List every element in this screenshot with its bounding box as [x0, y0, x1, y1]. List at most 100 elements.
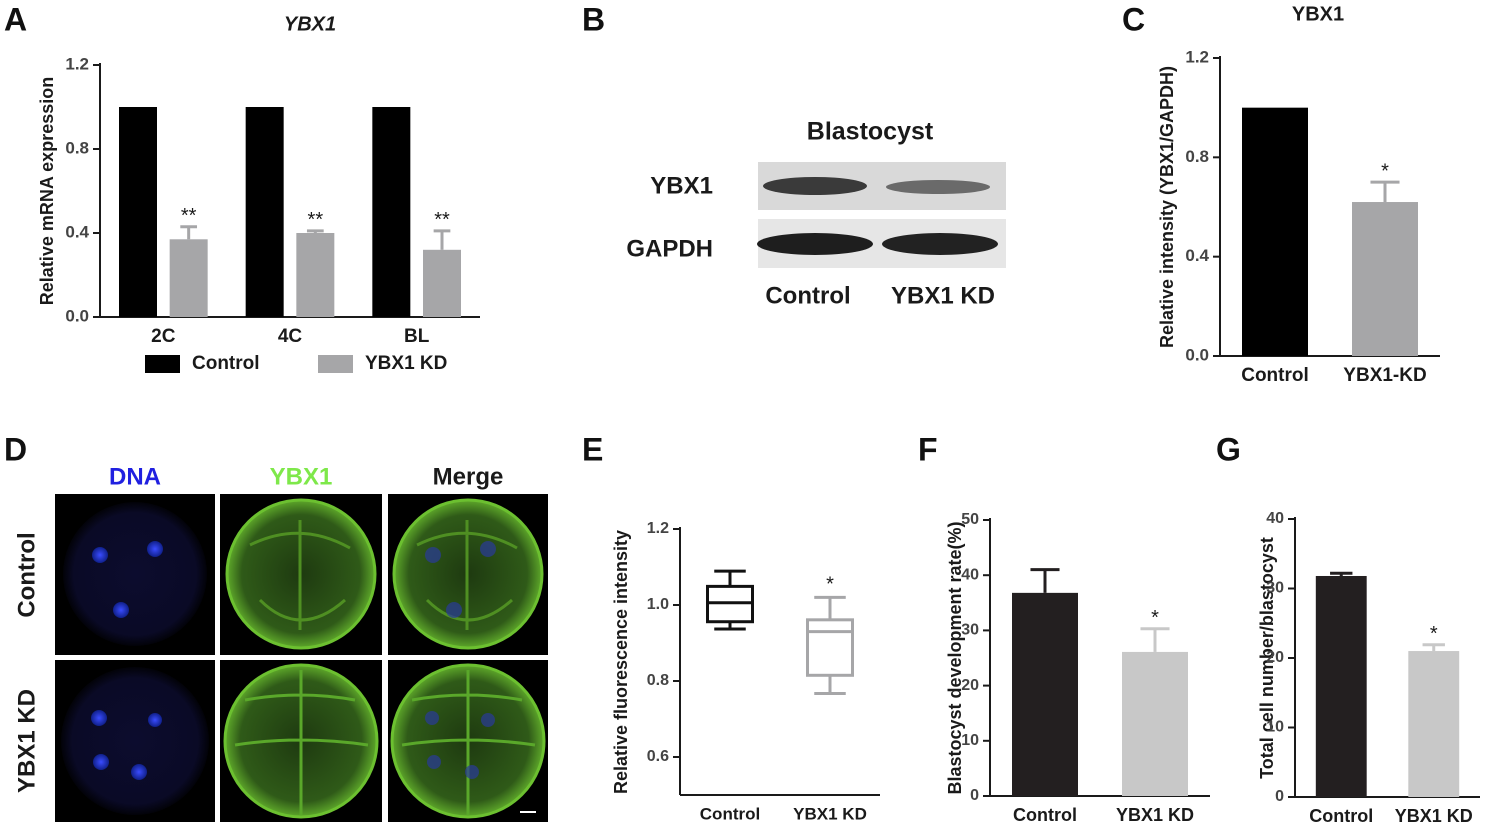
nucleus: [465, 765, 479, 779]
nucleus: [425, 547, 441, 563]
y-tick-label: 0: [970, 787, 979, 804]
bar: [1352, 202, 1418, 356]
x-tick-label: BL: [404, 326, 430, 347]
annotation: **: [181, 205, 197, 227]
y-tick-label: 0: [1275, 788, 1284, 805]
nucleus: [91, 710, 107, 726]
y-tick-label: 20: [1266, 649, 1284, 666]
nucleus: [446, 602, 462, 618]
nucleus: [425, 711, 439, 725]
panel-letter: D: [4, 431, 27, 467]
bar: [423, 249, 461, 317]
y-tick-label: 30: [961, 622, 979, 639]
cell: [63, 502, 207, 646]
box: [806, 618, 854, 677]
bar: [1012, 592, 1078, 796]
blot-band: [757, 233, 873, 255]
y-tick-label: 0.8: [647, 672, 669, 689]
x-tick-label: 2C: [151, 326, 176, 347]
y-tick-label: 0.8: [1185, 147, 1209, 166]
nucleus: [131, 764, 147, 780]
blot-row-label: YBX1: [650, 172, 713, 199]
y-tick-label: 10: [1266, 719, 1284, 736]
annotation: **: [434, 209, 450, 231]
bar: [296, 233, 335, 317]
panel-letter: A: [4, 1, 27, 37]
cell-border: [401, 670, 536, 815]
y-tick-label: 0.0: [1185, 345, 1209, 364]
nucleus: [427, 755, 441, 769]
y-tick-label: 1.0: [647, 596, 669, 613]
x-tick-label: 4C: [278, 326, 303, 347]
bar: [372, 107, 411, 317]
bar: [245, 107, 284, 317]
y-tick-label: 50: [961, 511, 979, 528]
x-tick-label: Control: [1013, 805, 1077, 825]
chart-title: YBX1: [284, 13, 336, 35]
y-tick-label: 40: [1266, 510, 1284, 527]
cell-border: [416, 520, 518, 630]
y-axis-label: Relative fluorescence intensity: [611, 530, 631, 794]
bar: [119, 107, 157, 317]
legend-swatch: [145, 355, 180, 373]
annotation: *: [1430, 623, 1438, 645]
bar: [1315, 575, 1367, 797]
bar: [169, 239, 208, 317]
nucleus: [92, 547, 108, 563]
y-axis-label: Blastocyst development rate(%): [945, 521, 965, 794]
blot-title: Blastocyst: [807, 118, 934, 146]
y-tick-label: 20: [961, 677, 979, 694]
nucleus: [480, 541, 496, 557]
legend-label: YBX1 KD: [365, 353, 447, 374]
blot-column-label: YBX1 KD: [891, 282, 995, 309]
blot-band: [886, 180, 990, 194]
y-tick-label: 10: [961, 732, 979, 749]
y-tick-label: 30: [1266, 580, 1284, 597]
column-label: YBX1: [270, 463, 333, 490]
y-tick-label: 1.2: [65, 54, 89, 73]
blot-panel: B Blastocyst YBX1 GAPDH Control YBX1 KD: [582, 1, 1006, 309]
panel-letter: G: [1216, 431, 1241, 467]
y-axis-label: Relative mRNA expression: [37, 77, 57, 305]
chart-title: YBX1: [1292, 3, 1344, 25]
bar: [1242, 107, 1308, 357]
column-label: Merge: [433, 463, 504, 490]
annotation: *: [1381, 160, 1389, 182]
blot-band: [763, 177, 867, 195]
legend-label: Control: [192, 353, 260, 374]
y-tick-label: 0.8: [65, 138, 89, 157]
bar: [1408, 651, 1460, 797]
microscopy-panel: D DNA YBX1 Merge Control YBX1 KD: [4, 431, 548, 822]
cell-border: [234, 670, 369, 815]
panel-letter: B: [582, 1, 605, 37]
nucleus: [481, 713, 495, 727]
y-tick-label: 1.2: [647, 520, 669, 537]
x-tick-label: YBX1 KD: [793, 804, 867, 823]
y-tick-label: 1.2: [1185, 47, 1209, 66]
nucleus: [147, 541, 163, 557]
x-tick-label: YBX1 KD: [1395, 806, 1473, 826]
panel-letter: E: [582, 431, 603, 467]
annotation: **: [308, 209, 324, 231]
blot-row-label: GAPDH: [626, 235, 713, 262]
y-axis-label: Relative intensity (YBX1/GAPDH): [1157, 66, 1177, 348]
panel-letter: C: [1122, 1, 1145, 37]
y-tick-label: 0.0: [65, 306, 89, 325]
x-tick-label: YBX1-KD: [1343, 365, 1426, 386]
row-label: Control: [13, 532, 40, 617]
blot-column-label: Control: [765, 282, 850, 309]
nucleus: [93, 754, 109, 770]
bar: [1122, 651, 1188, 796]
y-axis-label: Total cell number/blastocyst: [1257, 537, 1277, 779]
panel-letter: F: [918, 431, 938, 467]
cell-border: [249, 520, 351, 630]
x-tick-label: YBX1 KD: [1116, 805, 1194, 825]
x-tick-label: Control: [1241, 365, 1309, 386]
y-tick-label: 40: [961, 566, 979, 583]
column-label: DNA: [109, 463, 161, 490]
nucleus: [148, 713, 162, 727]
legend-swatch: [318, 355, 353, 373]
nucleus: [113, 602, 129, 618]
annotation: *: [1151, 607, 1159, 629]
